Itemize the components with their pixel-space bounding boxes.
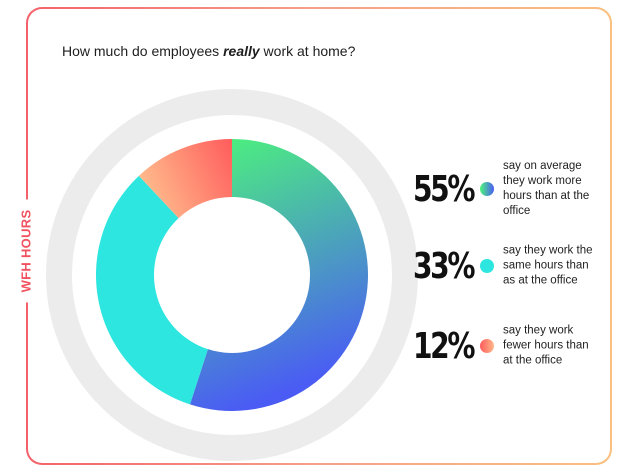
- donut-chart: [46, 89, 418, 461]
- legend-dot: [480, 259, 494, 273]
- chart-card: WFH HOURS How much do employees really w…: [18, 7, 612, 465]
- legend-item-fewer: 12% say they work fewer hours than at th…: [401, 316, 611, 376]
- legend-dot: [480, 182, 494, 196]
- slice-more-hours: [189, 139, 369, 411]
- slice-same-hours: [96, 175, 208, 405]
- legend-percent: 12%: [412, 325, 476, 367]
- donut-track: [46, 89, 418, 461]
- chart-title: How much do employees really work at hom…: [62, 43, 356, 59]
- legend-dot: [480, 339, 494, 353]
- legend-percent: 33%: [412, 245, 476, 287]
- legend-percent: 55%: [412, 168, 476, 210]
- legend-description: say they work fewer hours than at the of…: [503, 324, 589, 367]
- legend-item-same: 33% say they work the same hours than as…: [401, 236, 611, 296]
- legend-description: say they work the same hours than as at …: [503, 244, 593, 287]
- legend-item-more: 55% say on average they work more hours …: [401, 159, 611, 219]
- slice-fewer-hours: [138, 139, 232, 219]
- legend-description: say on average they work more hours than…: [503, 160, 590, 217]
